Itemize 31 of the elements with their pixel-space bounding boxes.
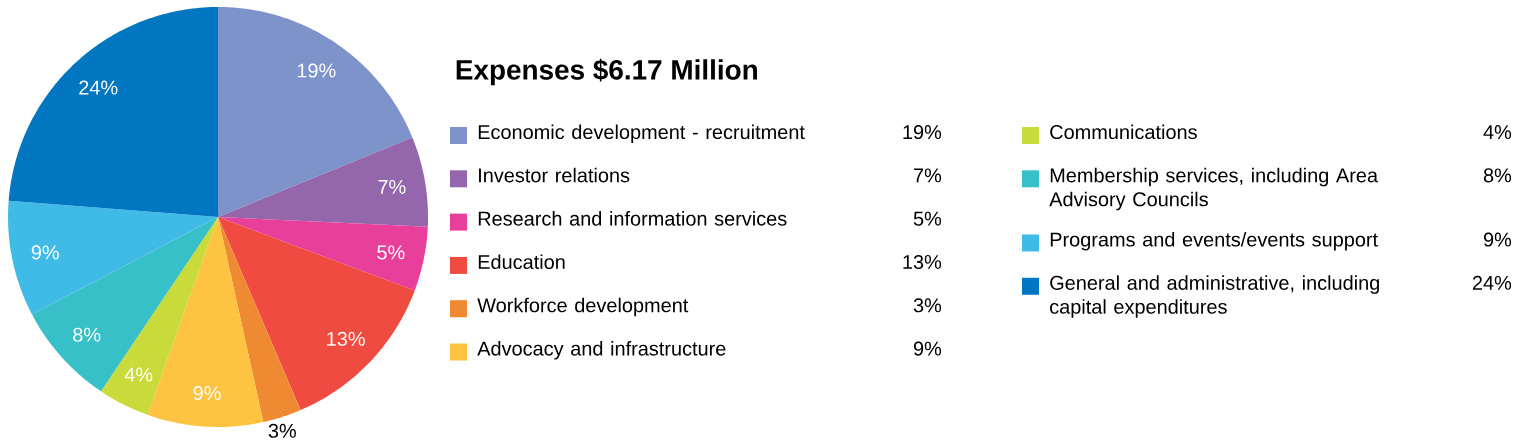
legend-label: Investor relations — [479, 167, 630, 183]
data-label: 8% — [73, 327, 101, 342]
data-label: 9% — [193, 386, 221, 401]
legend-label: Education — [478, 254, 565, 270]
text: Expenses $6.17 Million — [456, 58, 757, 86]
data-label: 9% — [31, 245, 59, 260]
text: 9% — [1483, 232, 1512, 247]
text: 7% — [914, 168, 942, 183]
text: 13% — [903, 254, 942, 270]
data-label: 19% — [297, 63, 336, 78]
legend-label: Membership services, including Area Advisory Councils — [1049, 167, 1379, 211]
legend-label: Economic development - recruitment — [478, 124, 805, 144]
legend-label: General and administrative, including capital expenditures — [1050, 275, 1379, 318]
data-label: 7% — [378, 179, 406, 194]
legend-label: Research and information services — [478, 211, 787, 226]
text: 24% — [1472, 275, 1512, 290]
legend-label: Workforce development — [477, 297, 689, 317]
data-label: 13% — [327, 331, 365, 346]
data-label: 24% — [79, 80, 118, 95]
text: 19% — [903, 125, 942, 140]
text: 8% — [1483, 168, 1512, 183]
data-label: 3% — [268, 423, 296, 438]
data-label: 4% — [124, 367, 153, 382]
text: 4% — [1483, 125, 1512, 140]
text: 5% — [913, 211, 942, 226]
legend-label: Advocacy and infrastructure — [477, 341, 726, 360]
legend-label: Programs and events/events support — [1050, 231, 1378, 251]
text: 9% — [913, 341, 942, 356]
text: 3% — [913, 298, 942, 313]
legend-label: Communications — [1050, 124, 1197, 140]
data-label: 5% — [377, 245, 405, 260]
